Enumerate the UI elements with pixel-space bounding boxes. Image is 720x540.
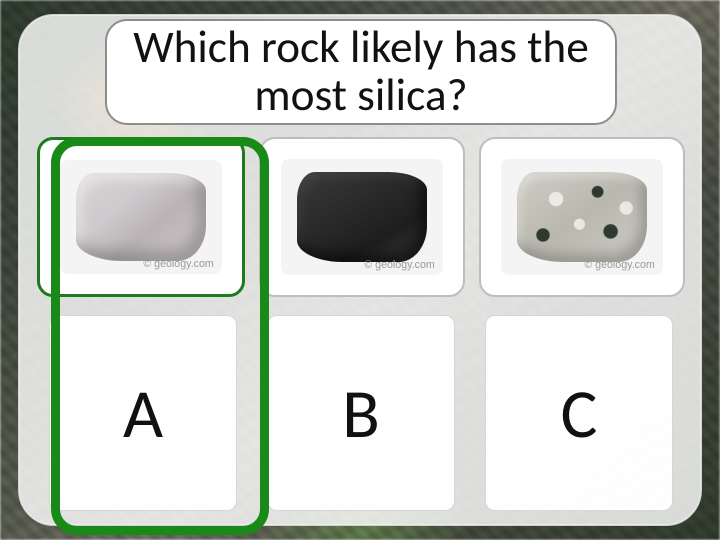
image-caption-c: © geology.com — [584, 259, 654, 271]
image-caption-a: © geology.com — [143, 258, 213, 270]
rock-card-b[interactable]: © geology.com — [259, 137, 465, 297]
answer-c-label: C — [561, 371, 598, 456]
rock-shape-c — [517, 172, 646, 262]
answer-b[interactable]: B — [267, 315, 455, 511]
image-caption-b: © geology.com — [364, 259, 434, 271]
question-box: Which rock likely has the most silica? — [105, 19, 617, 125]
quiz-panel: Which rock likely has the most silica? ©… — [18, 14, 702, 526]
rock-shape-b — [297, 172, 426, 262]
answer-c[interactable]: C — [485, 315, 673, 511]
rock-image-b: © geology.com — [281, 159, 443, 274]
rock-card-a[interactable]: © geology.com — [37, 137, 245, 297]
answer-b-label: B — [342, 371, 380, 456]
rock-shape-a — [76, 173, 205, 262]
rock-cards-row: © geology.com © geology.com © geology.co… — [37, 137, 685, 297]
answer-a-label: A — [123, 371, 163, 456]
rock-card-c[interactable]: © geology.com — [479, 137, 685, 297]
rock-image-c: © geology.com — [501, 159, 663, 274]
answer-a[interactable]: A — [49, 315, 237, 511]
answer-letters-row: A B C — [49, 315, 673, 511]
rock-image-a: © geology.com — [60, 160, 222, 274]
question-text: Which rock likely has the most silica? — [119, 24, 603, 119]
